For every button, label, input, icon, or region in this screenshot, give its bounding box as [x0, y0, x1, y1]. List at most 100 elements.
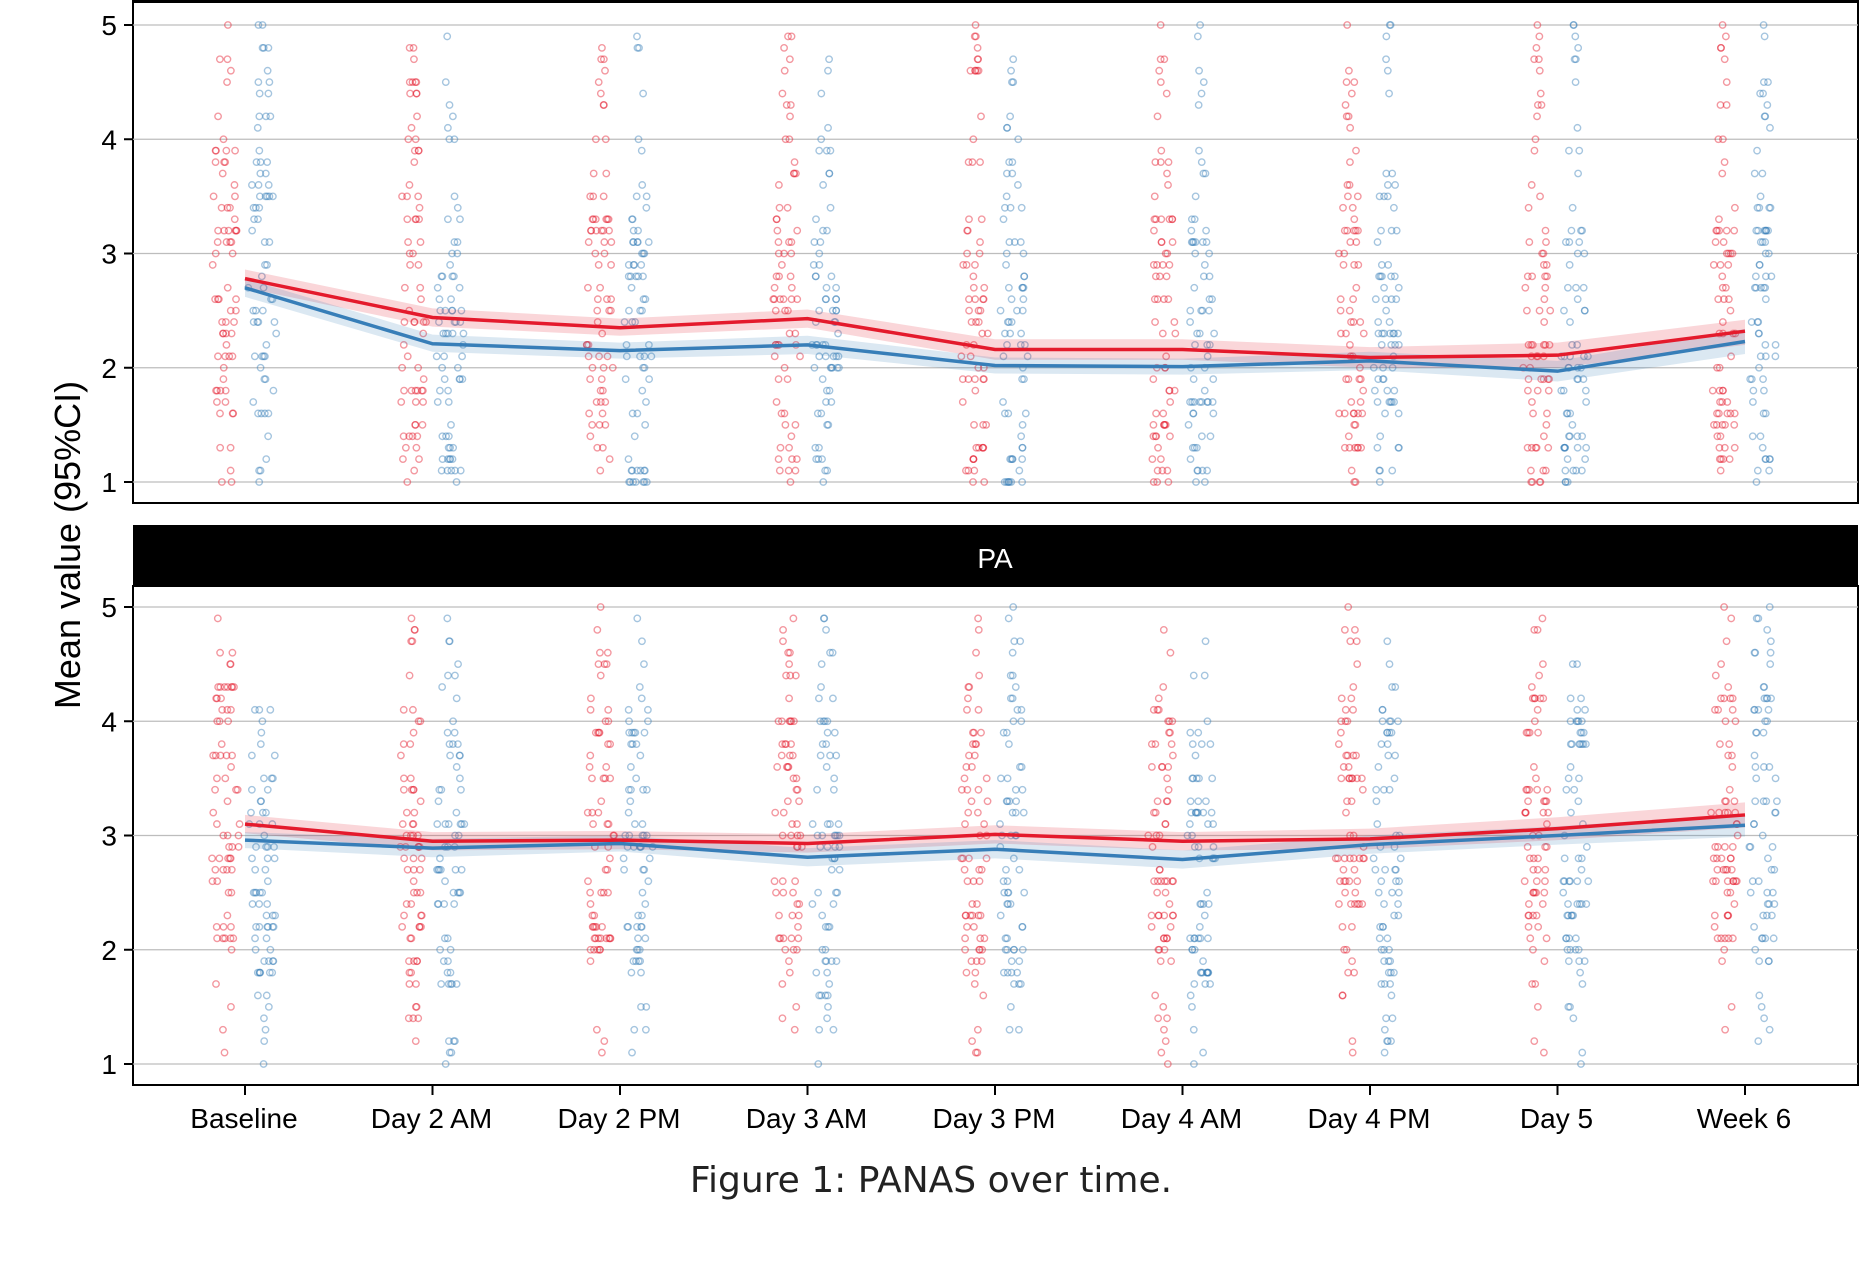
raw-point	[1008, 158, 1017, 167]
raw-point	[640, 660, 648, 669]
raw-point	[1349, 683, 1358, 691]
raw-point	[1008, 648, 1017, 657]
raw-point	[822, 386, 831, 395]
raw-point	[783, 203, 792, 212]
raw-point	[626, 797, 635, 806]
raw-point	[968, 900, 977, 908]
raw-point	[415, 203, 424, 212]
raw-point	[1754, 1037, 1763, 1046]
raw-point	[1010, 238, 1019, 246]
raw-point	[977, 957, 986, 966]
raw-point	[1147, 911, 1156, 920]
raw-point	[639, 478, 648, 486]
raw-point	[964, 158, 973, 167]
y-tick-label: 1	[101, 1049, 117, 1080]
raw-point	[1006, 455, 1015, 464]
raw-point	[209, 192, 218, 201]
raw-point	[781, 740, 789, 748]
raw-point	[438, 455, 447, 464]
raw-point	[1155, 865, 1164, 874]
raw-point	[260, 957, 269, 966]
raw-point	[971, 261, 979, 269]
raw-point	[1720, 843, 1729, 851]
raw-point	[1205, 272, 1214, 281]
raw-point	[1163, 934, 1172, 943]
raw-point	[408, 637, 417, 646]
raw-point	[779, 934, 788, 943]
raw-point	[221, 386, 230, 395]
raw-point	[822, 283, 831, 292]
raw-point	[1763, 888, 1772, 897]
raw-point	[972, 318, 980, 326]
raw-point	[1394, 329, 1402, 338]
raw-point	[1536, 89, 1545, 98]
raw-point	[1170, 386, 1179, 395]
raw-point	[256, 968, 265, 977]
x-tick-label: Day 4 PM	[1308, 1103, 1431, 1134]
raw-point	[1720, 55, 1729, 64]
raw-point	[778, 1014, 787, 1023]
raw-point	[446, 968, 455, 977]
raw-point	[1539, 432, 1548, 441]
raw-point	[1193, 466, 1202, 475]
raw-point	[1750, 705, 1759, 714]
raw-point	[1525, 854, 1534, 863]
raw-point	[1579, 728, 1588, 737]
raw-point	[222, 238, 231, 246]
raw-point	[1753, 318, 1762, 326]
raw-point	[1566, 877, 1574, 886]
raw-point	[1189, 375, 1198, 384]
raw-point	[968, 158, 977, 167]
raw-point	[979, 991, 988, 1000]
raw-point	[1003, 877, 1012, 886]
raw-point	[1203, 340, 1212, 349]
raw-point	[216, 751, 225, 760]
raw-point	[1186, 398, 1194, 406]
raw-point	[1532, 877, 1541, 886]
raw-point	[1155, 272, 1164, 281]
raw-point	[419, 318, 428, 326]
raw-point	[1351, 625, 1359, 634]
raw-point	[1726, 409, 1735, 418]
raw-point	[452, 694, 461, 703]
raw-point	[252, 158, 261, 167]
raw-point	[1531, 694, 1539, 703]
raw-point	[634, 135, 643, 144]
raw-point	[1387, 991, 1396, 1000]
raw-point	[403, 215, 412, 224]
raw-point	[639, 865, 648, 874]
raw-point	[974, 318, 983, 326]
raw-point	[633, 238, 642, 246]
raw-point	[1005, 318, 1013, 326]
raw-point	[777, 751, 786, 760]
raw-point	[1728, 249, 1737, 258]
raw-point	[1771, 352, 1780, 361]
raw-point	[1385, 398, 1394, 406]
raw-point	[1523, 272, 1532, 281]
raw-point	[415, 923, 424, 931]
raw-point	[414, 363, 423, 372]
raw-point	[1718, 420, 1727, 429]
raw-point	[980, 934, 989, 943]
raw-point	[1383, 192, 1392, 201]
raw-point	[791, 466, 800, 475]
raw-point	[781, 135, 790, 144]
raw-point	[415, 215, 423, 224]
raw-point	[821, 466, 830, 475]
raw-point	[1004, 478, 1013, 486]
raw-point	[1008, 694, 1017, 703]
raw-point	[1339, 763, 1348, 771]
raw-point	[1394, 717, 1402, 726]
raw-point	[777, 261, 786, 269]
raw-point	[1380, 1025, 1389, 1034]
raw-point	[265, 238, 274, 246]
raw-point	[1724, 683, 1733, 691]
raw-point	[970, 728, 978, 737]
raw-point	[1718, 386, 1727, 395]
raw-point	[1745, 843, 1754, 851]
raw-point	[1342, 808, 1350, 817]
raw-point	[255, 923, 264, 931]
raw-point	[1758, 443, 1767, 452]
raw-point	[1752, 728, 1761, 737]
raw-point	[599, 101, 608, 109]
